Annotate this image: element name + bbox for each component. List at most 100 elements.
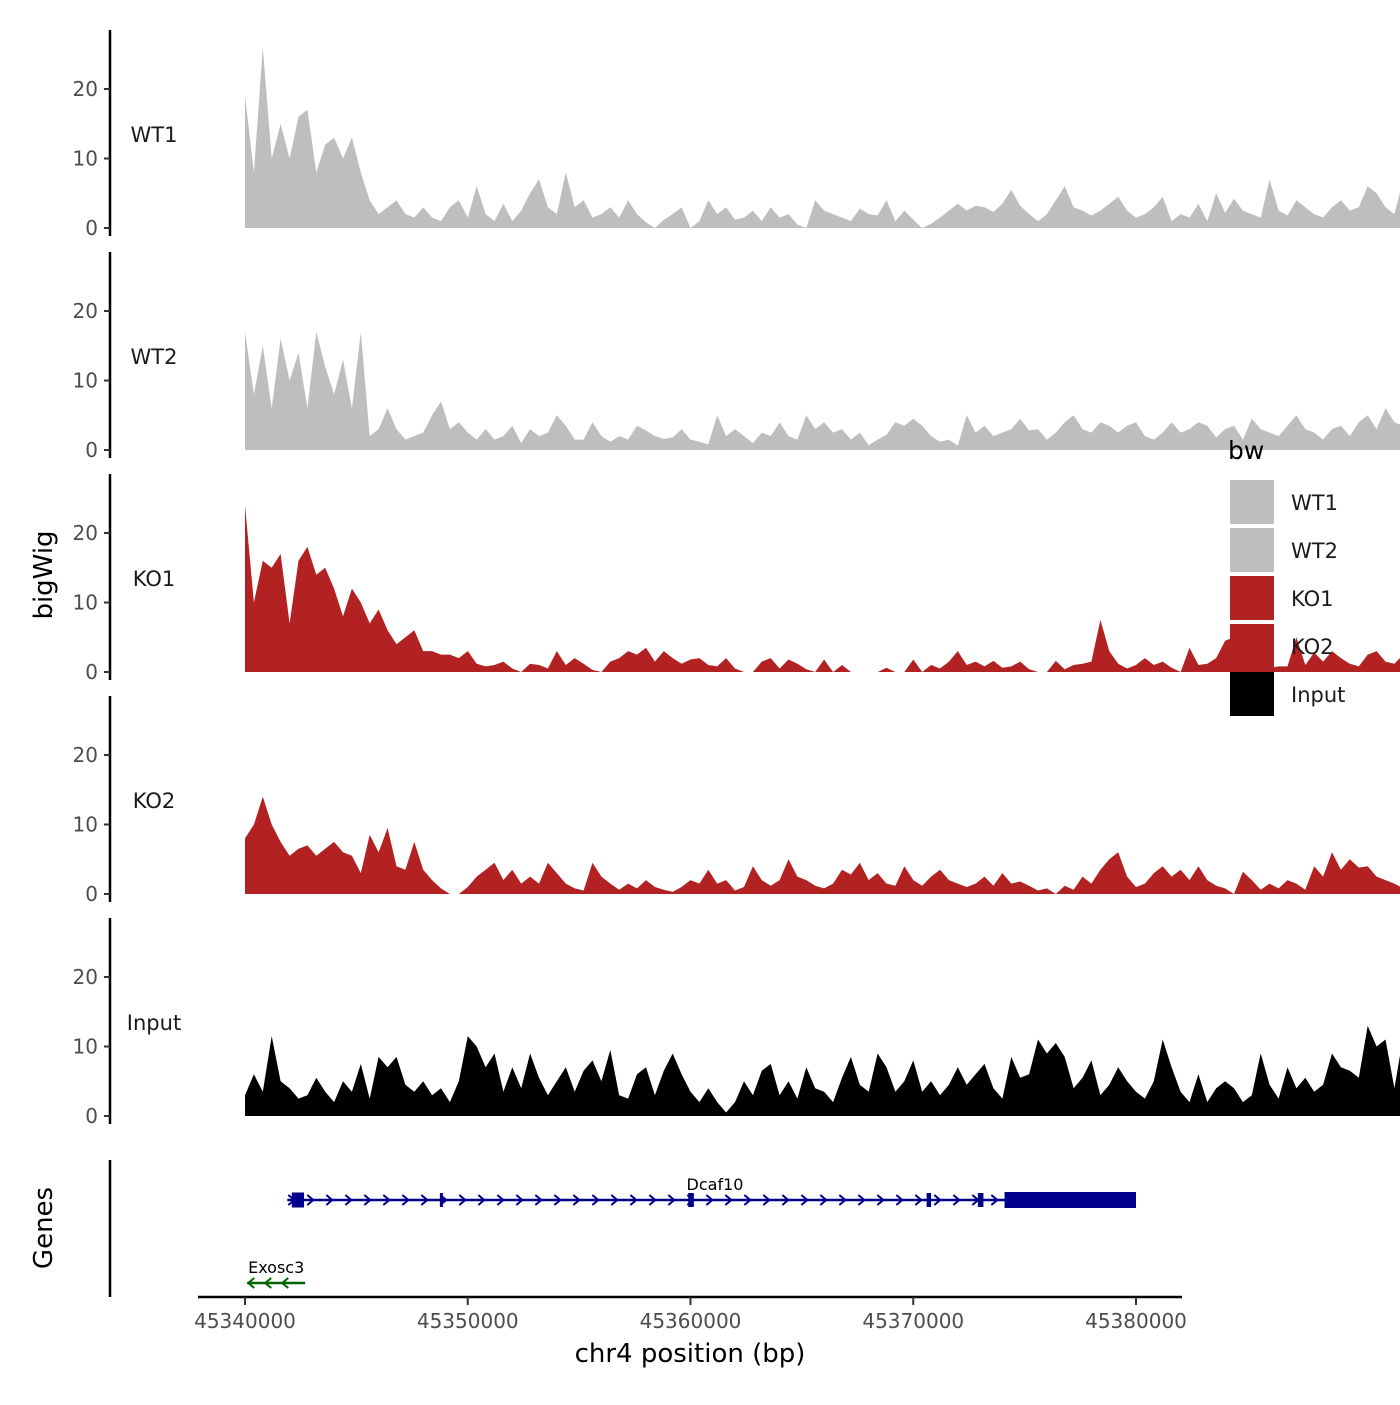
y-tick-label-ko1-10: 10 [73, 591, 98, 615]
gene-chevron-dcaf10 [363, 1194, 372, 1206]
track-label-wt2: WT2 [131, 345, 178, 369]
gene-chevron-dcaf10 [762, 1194, 771, 1206]
legend-swatch-input [1230, 672, 1274, 716]
gene-chevron-dcaf10 [477, 1194, 486, 1206]
y-tick-label-wt2-20: 20 [73, 299, 98, 323]
area-input [245, 1025, 1400, 1116]
legend-swatch-ko2 [1230, 624, 1274, 668]
legend-label-ko2: KO2 [1291, 635, 1334, 659]
y-tick-label-ko1-20: 20 [73, 521, 98, 545]
gene-chevron-dcaf10 [800, 1194, 809, 1206]
legend-title: bw [1228, 436, 1264, 465]
gene-chevron-dcaf10 [306, 1194, 315, 1206]
gene-chevron-dcaf10 [667, 1194, 676, 1206]
legend-swatch-wt1 [1230, 480, 1274, 524]
gene-chevron-dcaf10 [876, 1194, 885, 1206]
gene-chevron-dcaf10 [952, 1194, 961, 1206]
x-tick-label-45340000: 45340000 [194, 1309, 296, 1333]
gene-exon-dcaf10 [1004, 1192, 1136, 1208]
legend-swatch-ko1 [1230, 576, 1274, 620]
gene-chevron-dcaf10 [724, 1194, 733, 1206]
genes-panel: Dcaf10 Exosc3 [108, 1160, 1136, 1297]
gene-chevron-dcaf10 [534, 1194, 543, 1206]
gene-chevron-dcaf10 [572, 1194, 581, 1206]
track-label-ko1: KO1 [133, 567, 176, 591]
gene-chevron-dcaf10 [648, 1194, 657, 1206]
track-input: 0 10 20 Input [73, 918, 1400, 1128]
track-label-ko2: KO2 [133, 789, 176, 813]
legend-label-ko1: KO1 [1291, 587, 1334, 611]
gene-chevron-dcaf10 [781, 1194, 790, 1206]
legend-swatch-wt2 [1230, 528, 1274, 572]
gene-chevron-dcaf10 [743, 1194, 752, 1206]
genes-panel-title: Genes [29, 1187, 59, 1269]
gene-chevron-dcaf10 [420, 1194, 429, 1206]
y-tick-label-ko2-10: 10 [73, 813, 98, 837]
gene-chevron-dcaf10 [610, 1194, 619, 1206]
gene-label-dcaf10: Dcaf10 [687, 1175, 744, 1194]
y-tick-label-input-0: 0 [85, 1104, 98, 1128]
gene-chevron-dcaf10 [496, 1194, 505, 1206]
area-ko2 [245, 796, 1400, 894]
gene-chevron-dcaf10 [401, 1194, 410, 1206]
tracks-layer: 0 10 20 WT1 0 10 20 WT2 0 10 20 KO1 0 10 20 KO2 0 10 20 Inp… [73, 30, 1400, 1128]
gene-chevron-dcaf10 [458, 1194, 467, 1206]
x-tick-label-45360000: 45360000 [640, 1309, 742, 1333]
x-tick-label-45380000: 45380000 [1085, 1309, 1187, 1333]
area-wt2 [245, 331, 1400, 450]
gene-chevron-exosc3 [246, 1277, 255, 1289]
gene-chevron-dcaf10 [857, 1194, 866, 1206]
gene-exon-dcaf10 [977, 1193, 984, 1207]
gene-dcaf10: Dcaf10 [287, 1175, 1136, 1208]
legend-label-input: Input [1291, 683, 1345, 707]
y-tick-label-input-10: 10 [73, 1035, 98, 1059]
y-tick-label-wt1-20: 20 [73, 77, 98, 101]
gene-exosc3: Exosc3 [246, 1258, 306, 1289]
x-axis-title: chr4 position (bp) [575, 1339, 806, 1369]
gene-exon-dcaf10 [439, 1193, 443, 1207]
gene-chevron-dcaf10 [895, 1194, 904, 1206]
y-tick-label-wt1-0: 0 [85, 216, 98, 240]
gene-exon-dcaf10 [926, 1193, 932, 1207]
gene-chevron-dcaf10 [382, 1194, 391, 1206]
gene-chevron-dcaf10 [914, 1194, 923, 1206]
gene-label-exosc3: Exosc3 [248, 1258, 304, 1277]
gene-exon-dcaf10 [291, 1192, 305, 1208]
legend: bw WT1 WT2 KO1 KO2 Input [1228, 436, 1345, 716]
gene-chevron-dcaf10 [629, 1194, 638, 1206]
gene-chevron-dcaf10 [933, 1194, 942, 1206]
gene-chevron-dcaf10 [990, 1194, 999, 1206]
track-wt2: 0 10 20 WT2 [73, 252, 1400, 462]
legend-label-wt2: WT2 [1291, 539, 1338, 563]
gene-chevron-dcaf10 [515, 1194, 524, 1206]
y-axis-title: bigWig [29, 530, 59, 619]
x-axis: 45340000 45350000 45360000 45370000 45380000 [194, 1295, 1187, 1333]
gene-chevron-dcaf10 [838, 1194, 847, 1206]
area-ko1 [245, 505, 1400, 672]
y-tick-label-ko1-0: 0 [85, 660, 98, 684]
gene-chevron-dcaf10 [819, 1194, 828, 1206]
gene-exon-dcaf10 [688, 1193, 694, 1207]
x-tick-label-45370000: 45370000 [862, 1309, 964, 1333]
y-tick-label-input-20: 20 [73, 965, 98, 989]
x-tick-label-45350000: 45350000 [417, 1309, 519, 1333]
y-tick-label-ko2-0: 0 [85, 882, 98, 906]
gene-chevron-dcaf10 [344, 1194, 353, 1206]
gene-chevron-dcaf10 [553, 1194, 562, 1206]
track-wt1: 0 10 20 WT1 [73, 30, 1400, 240]
track-label-wt1: WT1 [131, 123, 178, 147]
gene-chevron-exosc3 [263, 1277, 272, 1289]
y-tick-label-ko2-20: 20 [73, 743, 98, 767]
track-label-input: Input [127, 1011, 181, 1035]
y-tick-label-wt2-0: 0 [85, 438, 98, 462]
track-ko2: 0 10 20 KO2 [73, 696, 1400, 906]
y-tick-label-wt2-10: 10 [73, 369, 98, 393]
area-wt1 [245, 47, 1400, 228]
gene-chevron-dcaf10 [325, 1194, 334, 1206]
gene-chevron-dcaf10 [705, 1194, 714, 1206]
track-ko1: 0 10 20 KO1 [73, 474, 1400, 684]
y-tick-label-wt1-10: 10 [73, 147, 98, 171]
gene-chevron-dcaf10 [591, 1194, 600, 1206]
